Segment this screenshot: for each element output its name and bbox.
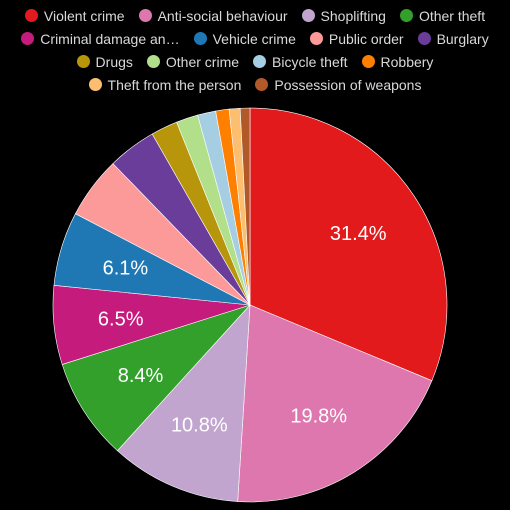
legend-swatch (309, 32, 323, 45)
legend-swatch (21, 32, 35, 45)
legend-label: Public order (328, 30, 404, 47)
legend-swatch (361, 55, 375, 68)
legend-swatch (399, 9, 413, 22)
legend-item[interactable]: Public order (309, 30, 404, 47)
legend-item[interactable]: Shoplifting (301, 7, 386, 24)
legend-swatch (138, 9, 152, 22)
legend-label: Theft from the person (107, 76, 242, 93)
legend-item[interactable]: Violent crime (24, 7, 125, 24)
legend-item[interactable]: Vehicle crime (193, 30, 296, 47)
legend-label: Bicycle theft (272, 53, 348, 70)
legend-label: Possession of weapons (274, 76, 422, 93)
legend-item[interactable]: Robbery (361, 53, 434, 70)
legend-item[interactable]: Theft from the person (88, 76, 242, 93)
slice-data-label: 19.8% (290, 405, 347, 427)
legend-label: Other crime (165, 53, 240, 70)
legend-item[interactable]: Anti-social behaviour (138, 7, 288, 24)
legend-swatch (253, 55, 267, 68)
legend-label: Criminal damage an… (40, 30, 180, 47)
legend-label: Robbery (380, 53, 434, 70)
legend-item[interactable]: Other crime (146, 53, 240, 70)
legend-swatch (301, 9, 315, 22)
legend-swatch (193, 32, 207, 45)
legend-item[interactable]: Criminal damage an… (21, 30, 180, 47)
legend-label: Vehicle crime (212, 30, 296, 47)
legend-item[interactable]: Bicycle theft (253, 53, 348, 70)
legend-row: Drugs Other crime Bicycle theft Robbery (0, 50, 510, 73)
legend-label: Anti-social behaviour (157, 7, 288, 24)
legend-swatch (417, 32, 431, 45)
legend-row: Violent crime Anti-social behaviour Shopli… (0, 4, 510, 27)
pie-slice[interactable] (61, 304, 251, 452)
legend-swatch (146, 55, 160, 68)
slice-data-label: 6.5% (98, 308, 144, 330)
legend-swatch (24, 9, 38, 22)
slice-data-label: 8.4% (118, 365, 164, 387)
pie-slice[interactable] (237, 304, 433, 503)
legend-label: Other theft (418, 7, 486, 24)
pie-slice[interactable] (116, 304, 251, 502)
slice-data-label: 6.1% (103, 258, 149, 280)
legend-label: Drugs (95, 53, 133, 70)
chart-legend: Violent crime Anti-social behaviour Shopli… (0, 0, 510, 96)
legend-item[interactable]: Possession of weapons (255, 77, 421, 93)
legend-swatch (76, 55, 90, 68)
legend-swatch (88, 78, 102, 91)
legend-item[interactable]: Other theft (399, 7, 486, 24)
pie-slice[interactable] (239, 107, 251, 306)
slice-data-label: 31.4% (330, 223, 387, 245)
pie-slice[interactable] (249, 107, 448, 382)
slice-data-label: 10.8% (171, 415, 228, 437)
legend-swatch (255, 78, 269, 91)
legend-item[interactable]: Burglary (417, 30, 489, 47)
legend-label: Violent crime (43, 7, 125, 24)
legend-item[interactable]: Drugs (76, 53, 133, 70)
legend-label: Burglary (436, 30, 489, 47)
legend-label: Shoplifting (320, 7, 386, 24)
legend-row: Theft from the person Possession of weapo… (0, 73, 510, 96)
legend-row: Criminal damage an… Vehicle crime Public o… (0, 27, 510, 50)
